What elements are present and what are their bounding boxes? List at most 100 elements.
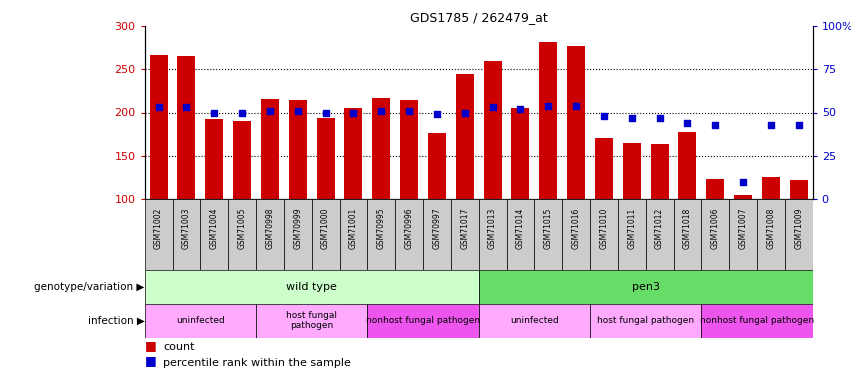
Bar	[478, 199, 506, 270]
Bar	[706, 179, 724, 199]
Bar	[400, 100, 418, 199]
Text: infection ▶: infection ▶	[88, 316, 145, 326]
Bar	[701, 199, 729, 270]
Bar	[563, 199, 590, 270]
Bar	[540, 42, 557, 199]
Bar	[506, 199, 534, 270]
Point	[430, 111, 443, 117]
Bar	[423, 199, 451, 270]
Text: GSM71000: GSM71000	[321, 207, 330, 249]
Text: GSM71008: GSM71008	[767, 207, 775, 249]
Point	[374, 108, 388, 114]
Bar	[729, 199, 757, 270]
Bar	[145, 199, 173, 270]
Point	[486, 104, 500, 110]
Text: GSM71013: GSM71013	[488, 207, 497, 249]
Text: GSM70997: GSM70997	[432, 207, 442, 249]
Point	[208, 110, 221, 116]
Point	[541, 103, 555, 109]
Point	[346, 110, 360, 116]
Text: GSM71018: GSM71018	[683, 207, 692, 249]
Text: GSM71002: GSM71002	[154, 207, 163, 249]
Bar	[145, 270, 478, 304]
Point	[235, 110, 248, 116]
Point	[514, 106, 528, 112]
Bar	[372, 98, 391, 199]
Text: uninfected: uninfected	[510, 316, 559, 325]
Text: GSM71010: GSM71010	[599, 207, 608, 249]
Text: GSM71016: GSM71016	[572, 207, 580, 249]
Point	[597, 113, 611, 119]
Bar	[284, 199, 311, 270]
Bar	[395, 199, 423, 270]
Text: GSM71004: GSM71004	[209, 207, 219, 249]
Bar	[534, 199, 563, 270]
Title: GDS1785 / 262479_at: GDS1785 / 262479_at	[410, 11, 547, 24]
Bar	[785, 199, 813, 270]
Text: GSM71009: GSM71009	[794, 207, 803, 249]
Point	[764, 122, 778, 128]
Point	[151, 104, 165, 110]
Text: GSM70995: GSM70995	[377, 207, 386, 249]
Point	[180, 104, 193, 110]
Point	[458, 110, 471, 116]
Text: GSM71005: GSM71005	[237, 207, 247, 249]
Bar	[567, 46, 585, 199]
Text: wild type: wild type	[286, 282, 337, 292]
Point	[625, 115, 638, 121]
Bar	[701, 304, 813, 338]
Text: GSM71017: GSM71017	[460, 207, 469, 249]
Text: uninfected: uninfected	[176, 316, 225, 325]
Text: genotype/variation ▶: genotype/variation ▶	[34, 282, 145, 292]
Bar	[646, 199, 673, 270]
Text: ■: ■	[145, 339, 157, 352]
Bar	[368, 199, 395, 270]
Text: count: count	[163, 342, 195, 352]
Bar	[762, 177, 780, 199]
Point	[291, 108, 305, 114]
Point	[736, 178, 750, 184]
Bar	[590, 199, 618, 270]
Bar	[511, 108, 529, 199]
Text: nonhost fungal pathogen: nonhost fungal pathogen	[700, 316, 814, 325]
Bar	[228, 199, 256, 270]
Bar	[790, 180, 808, 199]
Bar	[177, 57, 196, 199]
Text: host fungal
pathogen: host fungal pathogen	[286, 311, 337, 330]
Bar	[478, 270, 813, 304]
Text: pen3: pen3	[631, 282, 660, 292]
Bar	[150, 55, 168, 199]
Text: GSM70998: GSM70998	[266, 207, 274, 249]
Point	[263, 108, 277, 114]
Text: ■: ■	[145, 354, 157, 368]
Bar	[678, 132, 696, 199]
Bar	[618, 199, 646, 270]
Point	[681, 120, 694, 126]
Text: GSM71006: GSM71006	[711, 207, 720, 249]
Bar	[200, 199, 228, 270]
Bar	[340, 199, 368, 270]
Bar	[317, 118, 334, 199]
Bar	[478, 304, 590, 338]
Point	[403, 108, 416, 114]
Text: percentile rank within the sample: percentile rank within the sample	[163, 357, 351, 368]
Bar	[233, 121, 251, 199]
Bar	[368, 304, 478, 338]
Text: GSM71007: GSM71007	[739, 207, 748, 249]
Bar	[256, 199, 284, 270]
Text: GSM71012: GSM71012	[655, 207, 664, 249]
Bar	[456, 74, 474, 199]
Bar	[173, 199, 200, 270]
Bar	[288, 100, 307, 199]
Bar	[734, 195, 752, 199]
Bar	[145, 304, 256, 338]
Point	[792, 122, 806, 128]
Text: GSM71015: GSM71015	[544, 207, 553, 249]
Text: nonhost fungal pathogen: nonhost fungal pathogen	[366, 316, 480, 325]
Point	[709, 122, 722, 128]
Bar	[345, 108, 363, 199]
Bar	[650, 144, 669, 199]
Point	[569, 103, 583, 109]
Bar	[205, 119, 223, 199]
Bar	[311, 199, 340, 270]
